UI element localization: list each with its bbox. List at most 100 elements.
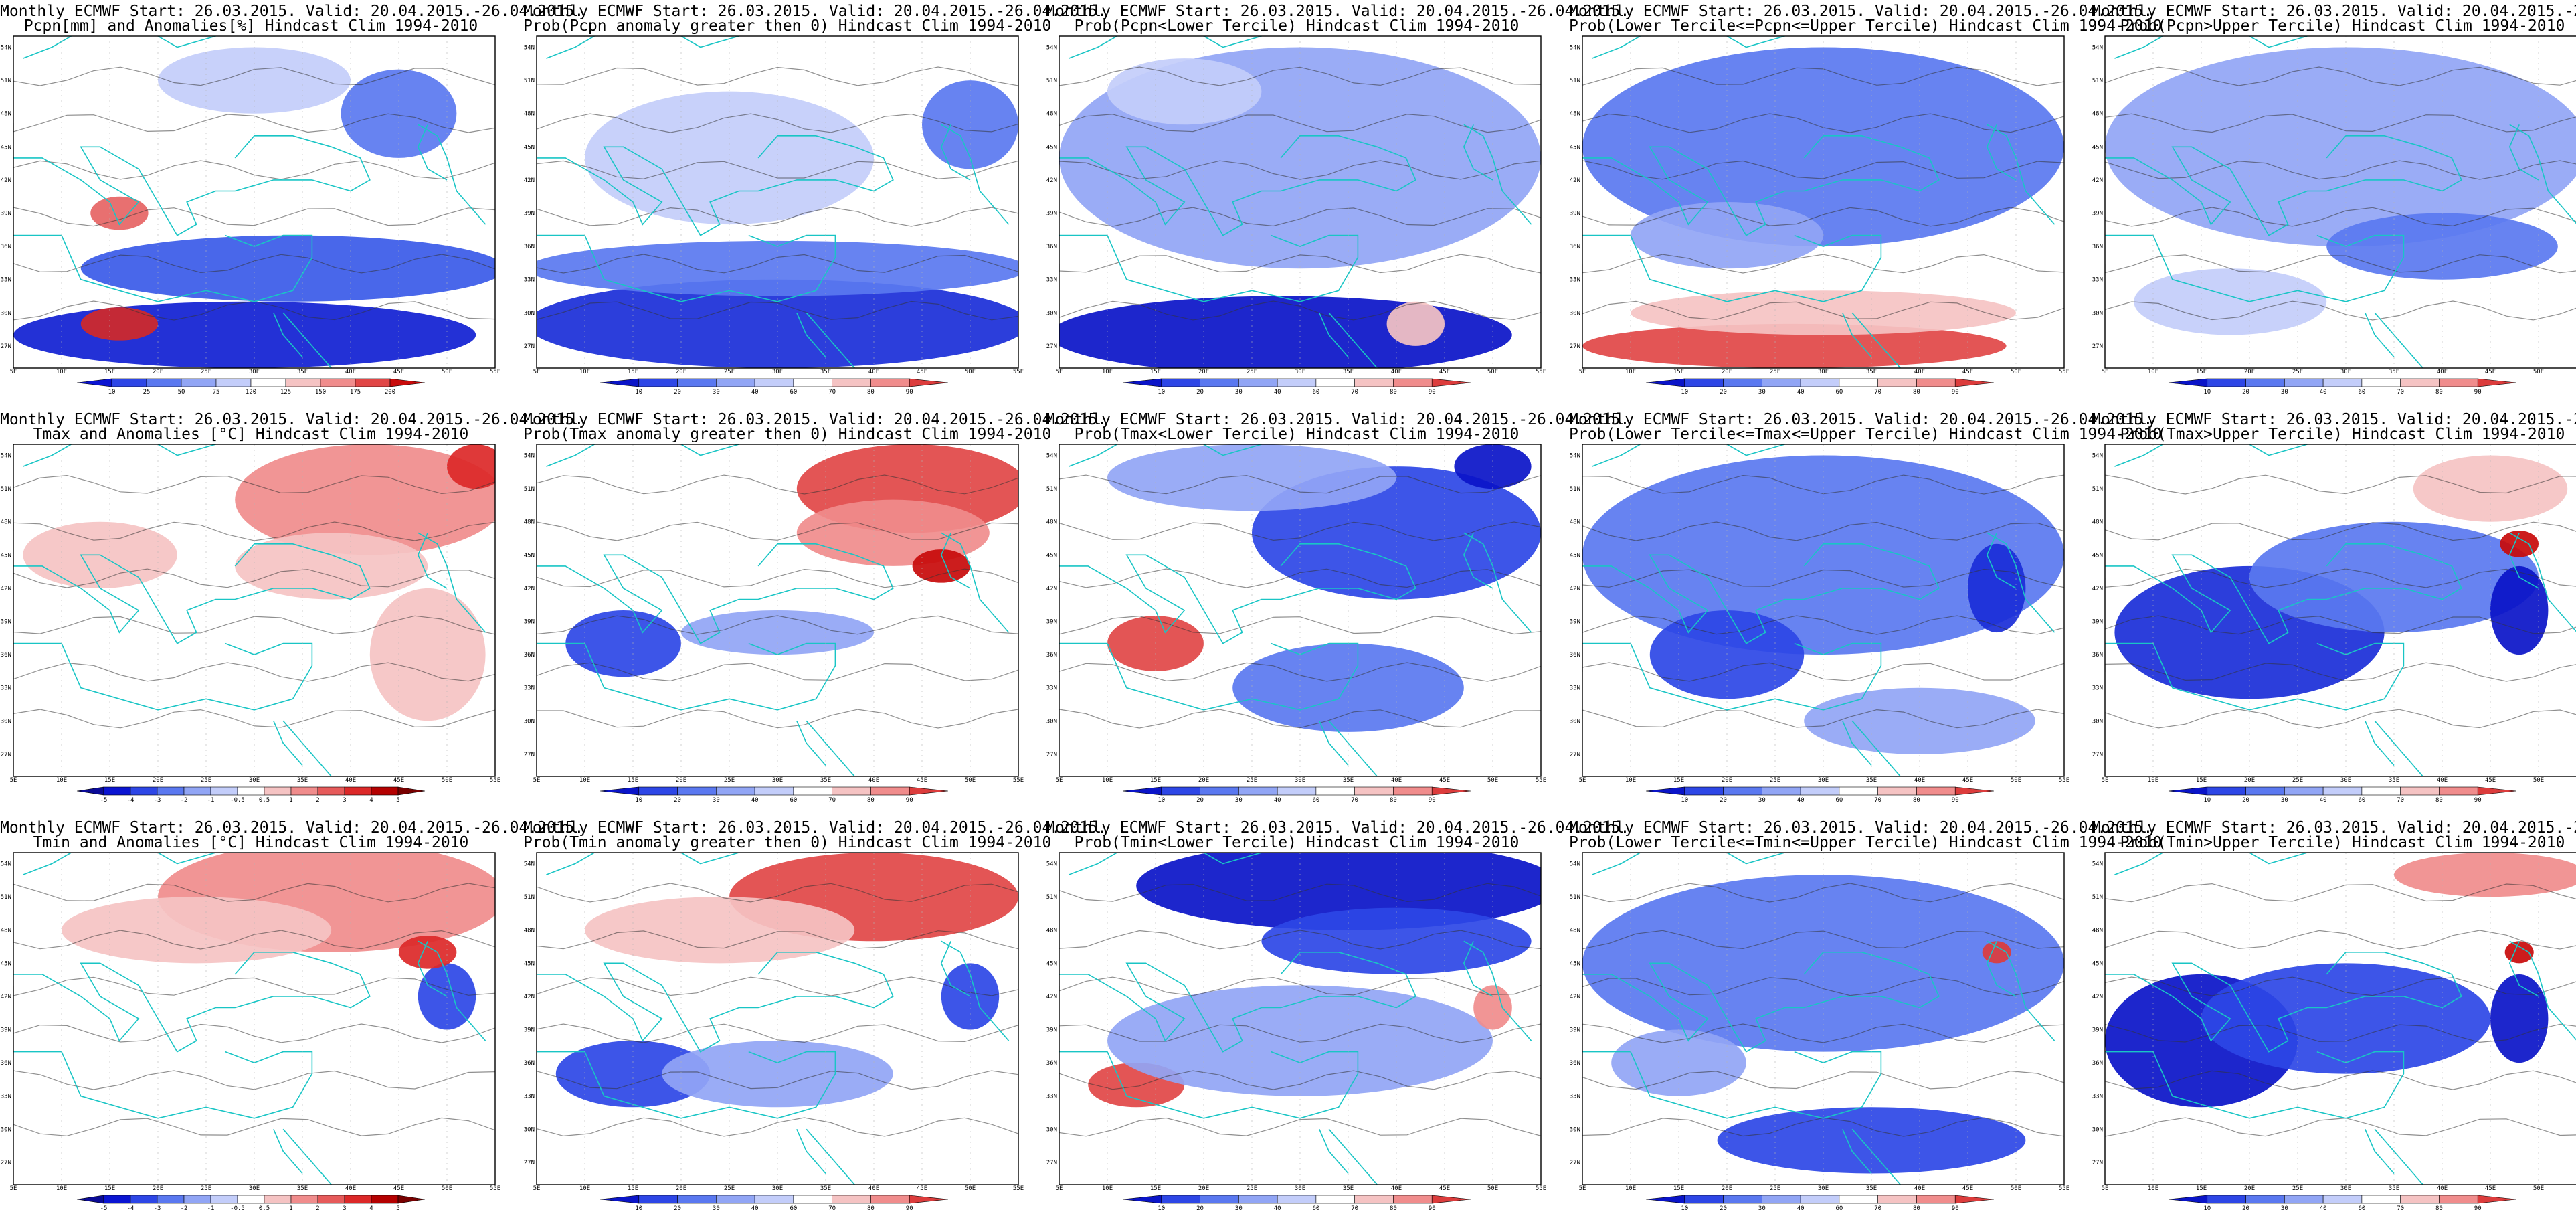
colorbar-segment bbox=[1762, 1195, 1801, 1204]
colorbar-tick-label: 90 bbox=[906, 389, 913, 396]
colorbar-segment bbox=[1800, 1195, 1840, 1204]
colorbar-segment bbox=[389, 378, 426, 387]
colorbar-segment bbox=[317, 786, 345, 796]
map-field: 54N 51N 48N 45N 42N 39N 36N 33N 30N 27N 5E 10E 15E 20… bbox=[1, 852, 500, 1190]
colorbar: 10 20 30 40 60 70 80 90 bbox=[2168, 786, 2517, 804]
colorbar-segment bbox=[1954, 378, 1995, 387]
colorbar-tick-label: -0.5 bbox=[230, 797, 245, 804]
lon-tick-label: 50E bbox=[1487, 369, 1498, 373]
colorbar-segment bbox=[754, 786, 794, 796]
lon-tick-label: 30E bbox=[1295, 1185, 1305, 1190]
colorbar: -5 -4 -3 -2 -1 -0.5 0.5 1 2 3 4 5 bbox=[76, 786, 426, 804]
colorbar-segment bbox=[1393, 786, 1433, 796]
panel-title-line-2: Prob(Tmax<Lower Tercile) Hindcast Clim 1… bbox=[1074, 426, 1520, 443]
panel-title-line-1: Monthly ECMWF Start: 26.03.2015. Valid: … bbox=[0, 3, 584, 20]
lon-tick-label: 55E bbox=[1536, 1185, 1546, 1190]
lon-tick-label: 15E bbox=[1150, 1185, 1161, 1190]
colorbar-segment bbox=[264, 786, 292, 796]
anomaly-region bbox=[2490, 566, 2549, 655]
map-field: 54N 51N 48N 45N 42N 39N 36N 33N 30N 27N 5E 10E 15E 20… bbox=[524, 444, 1024, 782]
anomaly-region bbox=[341, 69, 457, 158]
colorbar-segment bbox=[2361, 1195, 2401, 1204]
colorbar-segment bbox=[2322, 378, 2363, 387]
colorbar-tick-label: 60 bbox=[790, 797, 797, 804]
lat-tick-label: 42N bbox=[1570, 586, 1580, 592]
lon-tick-label: 10E bbox=[56, 369, 67, 373]
colorbar-tick-label: 5 bbox=[396, 1205, 399, 1212]
lat-tick-label: 54N bbox=[524, 45, 535, 52]
colorbar-tick-label: 25 bbox=[143, 389, 151, 396]
colorbar-segment bbox=[1161, 786, 1200, 796]
colorbar-segment bbox=[1200, 1195, 1239, 1204]
lat-tick-label: 42N bbox=[1046, 586, 1057, 592]
colorbar-segment bbox=[1315, 378, 1355, 387]
panel-title-line-2: Pcpn[mm] and Anomalies[%] Hindcast Clim … bbox=[23, 17, 478, 35]
colorbar-segment bbox=[793, 1195, 832, 1204]
lat-tick-label: 48N bbox=[2092, 519, 2103, 526]
lat-tick-label: 33N bbox=[2092, 277, 2103, 284]
lon-tick-label: 10E bbox=[1102, 1185, 1113, 1190]
lon-tick-label: 10E bbox=[579, 777, 590, 782]
colorbar-tick-label: 30 bbox=[1235, 389, 1243, 396]
lon-tick-label: 15E bbox=[628, 777, 638, 782]
colorbar-segment bbox=[638, 378, 678, 387]
lon-tick-label: 35E bbox=[1866, 369, 1877, 373]
lat-tick-label: 36N bbox=[1570, 244, 1580, 250]
anomaly-region bbox=[158, 47, 351, 114]
lon-tick-label: 45E bbox=[2485, 369, 2496, 373]
lat-tick-label: 45N bbox=[1046, 960, 1057, 967]
colorbar-tick-label: 90 bbox=[2474, 1205, 2482, 1212]
colorbar-segment bbox=[1723, 786, 1762, 796]
colorbar-segment bbox=[237, 1195, 265, 1204]
colorbar-segment bbox=[1277, 378, 1317, 387]
lat-tick-label: 45N bbox=[1570, 144, 1580, 151]
anomaly-region bbox=[585, 897, 855, 964]
lon-tick-label: 30E bbox=[2340, 369, 2351, 373]
colorbar-segment bbox=[870, 1195, 910, 1204]
colorbar-tick-label: -3 bbox=[154, 797, 161, 804]
lon-tick-label: 5E bbox=[1056, 369, 1063, 373]
colorbar-segment bbox=[1431, 378, 1471, 387]
lat-tick-label: 45N bbox=[524, 960, 535, 967]
colorbar-segment bbox=[1916, 378, 1956, 387]
lat-tick-label: 33N bbox=[2092, 685, 2103, 692]
colorbar-tick-label: 80 bbox=[1390, 1205, 1397, 1212]
lat-tick-label: 39N bbox=[1570, 211, 1580, 217]
panel-title-line-2: Prob(Pcpn>Upper Tercile) Hindcast Clim 1… bbox=[2120, 17, 2565, 35]
colorbar-tick-label: -3 bbox=[154, 1205, 161, 1212]
colorbar-segment bbox=[716, 786, 755, 796]
lat-tick-label: 33N bbox=[524, 277, 535, 284]
lat-tick-label: 45N bbox=[1, 552, 11, 559]
lon-tick-label: 40E bbox=[2437, 1185, 2448, 1190]
lat-tick-label: 30N bbox=[1, 1126, 11, 1133]
lon-tick-label: 10E bbox=[1625, 777, 1636, 782]
lat-tick-label: 45N bbox=[1, 960, 11, 967]
anomaly-region bbox=[399, 936, 457, 969]
lon-tick-label: 45E bbox=[917, 777, 927, 782]
lon-tick-label: 15E bbox=[1673, 369, 1684, 373]
lon-tick-label: 5E bbox=[1056, 777, 1063, 782]
colorbar-segment bbox=[1916, 786, 1956, 796]
lon-tick-label: 5E bbox=[1579, 1185, 1586, 1190]
lon-tick-label: 30E bbox=[249, 369, 260, 373]
lon-tick-label: 45E bbox=[2485, 777, 2496, 782]
map-panel: Monthly ECMWF Start: 26.03.2015. Valid: … bbox=[523, 816, 1107, 1218]
lon-tick-label: 25E bbox=[1247, 369, 1257, 373]
colorbar-segment bbox=[2439, 786, 2478, 796]
lat-tick-label: 51N bbox=[1570, 486, 1580, 493]
colorbar-tick-label: 90 bbox=[1952, 389, 1959, 396]
lon-tick-label: 25E bbox=[1770, 777, 1780, 782]
anomaly-region bbox=[1717, 1107, 2026, 1174]
lon-tick-label: 35E bbox=[2389, 369, 2399, 373]
anomaly-region bbox=[80, 307, 158, 341]
colorbar-segment bbox=[793, 378, 832, 387]
colorbar-segment bbox=[1877, 786, 1917, 796]
lon-tick-label: 15E bbox=[104, 1185, 115, 1190]
lat-tick-label: 30N bbox=[1570, 1126, 1580, 1133]
lat-tick-label: 42N bbox=[1, 177, 11, 184]
lon-tick-label: 35E bbox=[820, 777, 831, 782]
lon-tick-label: 55E bbox=[1013, 369, 1024, 373]
colorbar-segment bbox=[1161, 378, 1200, 387]
lat-tick-label: 27N bbox=[1570, 343, 1580, 350]
colorbar-segment bbox=[344, 786, 372, 796]
